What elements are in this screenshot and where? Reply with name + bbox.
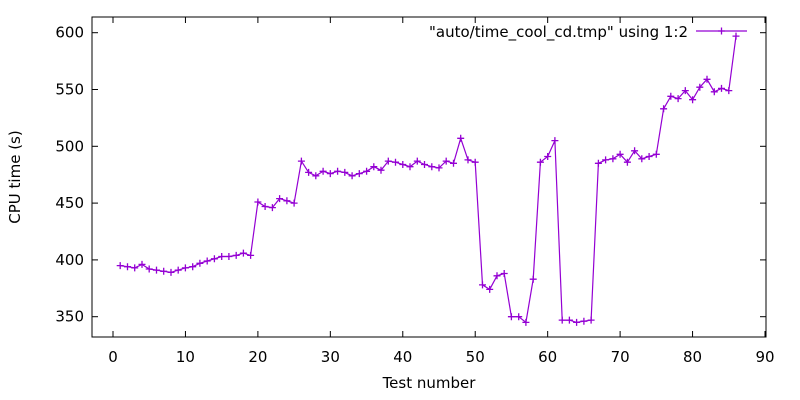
- legend-sample-marker: [718, 27, 725, 35]
- x-tick-label: 30: [321, 348, 340, 366]
- x-tick-label: 40: [393, 348, 412, 366]
- series-line: [120, 36, 737, 324]
- data-series: [116, 32, 740, 326]
- y-axis-title: CPU time (s): [6, 130, 24, 223]
- y-tick-label: 550: [55, 81, 84, 99]
- plot-border: [91, 16, 767, 338]
- y-tick-label: 450: [55, 194, 84, 212]
- x-tick-label: 10: [176, 348, 195, 366]
- series-point-markers: [116, 32, 740, 326]
- legend: "auto/time_cool_cd.tmp" using 1:2: [429, 23, 747, 42]
- x-axis-title: Test number: [382, 374, 477, 392]
- axis-tick-labels: 0 10 20 30 40 50 60 70 80 90 350 400 450 500 550 600: [55, 24, 774, 366]
- legend-label: "auto/time_cool_cd.tmp" using 1:2: [429, 23, 688, 42]
- x-tick-label: 90: [755, 348, 774, 366]
- y-tick-label: 500: [55, 137, 84, 155]
- x-tick-label: 60: [538, 348, 557, 366]
- x-tick-label: 20: [248, 348, 267, 366]
- x-tick-label: 70: [611, 348, 630, 366]
- x-tick-label: 80: [683, 348, 702, 366]
- axis-ticks: [92, 17, 766, 337]
- y-tick-label: 600: [55, 24, 84, 42]
- y-tick-label: 400: [55, 251, 84, 269]
- x-tick-label: 50: [466, 348, 485, 366]
- legend-line-sample: [696, 27, 747, 35]
- x-tick-label: 0: [108, 348, 118, 366]
- y-tick-label: 350: [55, 308, 84, 326]
